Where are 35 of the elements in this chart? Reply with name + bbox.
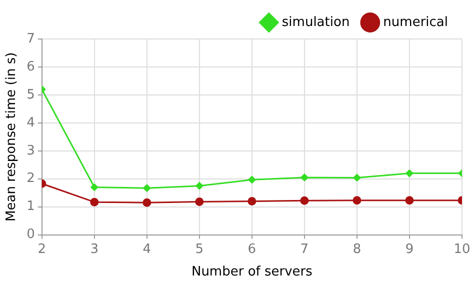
point [90,184,98,191]
y-tick-label: 0 [26,227,35,242]
x-tick-label: 5 [195,242,204,257]
point [195,198,204,206]
point [300,174,308,182]
y-tick-label: 6 [26,59,35,74]
y-tick-label: 4 [26,115,35,130]
y-tick-label: 7 [26,31,35,46]
y-tick-label: 3 [26,143,35,158]
point [248,176,256,184]
point [143,184,151,192]
x-tick-label: 2 [38,242,46,257]
legend-label: numerical [383,14,448,30]
x-tick-label: 3 [90,242,99,257]
x-tick-label: 6 [248,242,256,257]
x-tick-label: 8 [352,242,362,257]
point [353,174,361,182]
y-tick-label: 1 [26,199,35,214]
point [142,198,152,207]
y-tick-label: 5 [26,87,35,102]
point [90,198,99,206]
legend-label: simulation [282,14,350,30]
x-tick-label: 4 [142,242,152,257]
point [196,182,204,190]
point [248,196,256,206]
y-tick-label: 2 [26,171,35,186]
x-tick-label: 9 [405,242,414,257]
point [405,196,414,205]
point [352,196,362,205]
point [406,170,414,178]
x-tick-label: 10 [454,242,470,257]
y-axis-title: Mean response time (in s) [4,52,20,222]
x-axis-title: Number of servers [191,264,313,280]
point [300,196,309,205]
x-tick-label: 7 [300,242,309,257]
